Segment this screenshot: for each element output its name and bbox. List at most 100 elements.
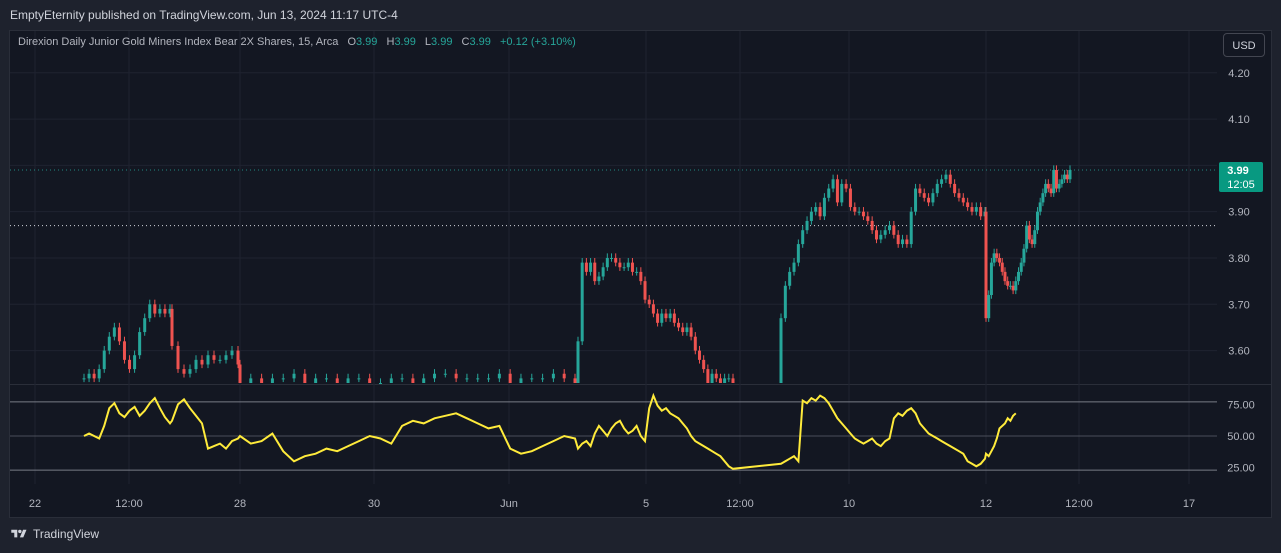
publisher-line: EmptyEternity published on TradingView.c… <box>10 8 398 22</box>
candle-body <box>314 378 318 383</box>
candle-body <box>158 308 162 314</box>
candle-body <box>1052 170 1056 194</box>
candle-body <box>368 378 372 383</box>
candle-body <box>909 211 913 245</box>
candle-body <box>324 378 328 380</box>
candle-body <box>706 369 710 383</box>
candle-body <box>1063 174 1067 180</box>
candle-body <box>97 369 101 379</box>
candle-body <box>589 262 593 272</box>
candle-body <box>853 207 857 212</box>
candle-body <box>1068 170 1072 180</box>
candle-body <box>1019 262 1023 272</box>
candle-body <box>992 253 996 263</box>
candle-body <box>840 183 844 203</box>
candle-body <box>601 267 605 277</box>
candle-body <box>454 373 458 379</box>
time-axis-label: 22 <box>29 498 41 510</box>
tradingview-label: TradingView <box>33 527 100 541</box>
candle-body <box>892 225 896 235</box>
candle-body <box>1044 183 1048 194</box>
candle-body <box>476 378 480 380</box>
time-axis-label: 10 <box>843 498 855 510</box>
candle-body <box>630 262 634 272</box>
price-axis-label: 3.80 <box>1228 253 1249 265</box>
candle-body <box>357 378 361 380</box>
candle-body <box>874 230 878 240</box>
candle-body <box>194 359 198 370</box>
candle-body <box>805 220 809 231</box>
candle-body <box>848 188 852 208</box>
candle-body <box>857 211 861 213</box>
time-axis-label: 12:00 <box>1065 498 1093 510</box>
candle-body <box>378 383 382 384</box>
candle-body <box>622 267 626 269</box>
price-axis-label: 4.10 <box>1228 114 1249 126</box>
candle-body <box>905 239 909 245</box>
candle-body <box>896 234 900 245</box>
candle-body <box>443 373 447 375</box>
publisher-header: EmptyEternity published on TradingView.c… <box>0 0 1281 30</box>
candle-body <box>979 207 983 217</box>
candle-body <box>188 369 192 374</box>
footer-brand[interactable]: TradingView <box>10 527 99 541</box>
candle-body <box>281 378 285 380</box>
candle-body <box>1014 281 1018 291</box>
candle-body <box>685 327 689 333</box>
candle-body <box>831 179 835 189</box>
candle-body <box>731 378 735 383</box>
candle-body <box>809 211 813 221</box>
candle-body <box>236 350 240 365</box>
candle-body <box>422 378 426 383</box>
price-axis-label: 3.90 <box>1228 207 1249 219</box>
candle-body <box>465 378 469 380</box>
candle-body <box>918 188 922 194</box>
candle-body <box>935 183 939 194</box>
candle-body <box>249 378 253 383</box>
candle-body <box>883 230 887 235</box>
rsi-axis-label: 75.00 <box>1227 399 1255 411</box>
candle-body <box>957 193 961 198</box>
last-price-value: 3.99 <box>1227 165 1248 177</box>
candle-body <box>714 373 718 379</box>
open-label: O <box>347 36 356 48</box>
candle-body <box>200 359 204 365</box>
price-axis-label: 3.60 <box>1228 346 1249 358</box>
high-label: H <box>386 36 395 48</box>
candle-body <box>974 207 978 212</box>
candle-body <box>995 253 999 258</box>
candle-body <box>1000 262 1004 272</box>
rsi-line <box>83 392 1017 470</box>
candle-body <box>1060 179 1064 184</box>
candle-body <box>128 359 132 370</box>
candle-body <box>970 207 974 212</box>
candle-body <box>107 336 111 351</box>
candle-body <box>1057 183 1061 189</box>
currency-button[interactable]: USD <box>1223 33 1265 57</box>
candle-body <box>989 262 993 296</box>
candle-body <box>576 341 580 383</box>
candle-body <box>1011 285 1015 291</box>
candle-body <box>112 327 116 337</box>
candle-body <box>1049 188 1053 194</box>
candle-body <box>779 318 783 383</box>
candle-body <box>411 378 415 383</box>
time-axis-label: 30 <box>368 498 380 510</box>
candle-body <box>148 304 152 319</box>
candle-body <box>635 271 639 273</box>
candle-body <box>861 211 865 217</box>
candle-body <box>1046 183 1050 189</box>
candle-body <box>1017 271 1021 282</box>
candle-body <box>643 281 647 300</box>
candle-body <box>987 295 991 319</box>
candle-body <box>822 197 826 217</box>
candle-body <box>92 373 96 379</box>
candle-body <box>218 359 222 361</box>
last-price-badge <box>1219 162 1263 193</box>
candle-body <box>508 373 512 383</box>
candle-body <box>922 193 926 198</box>
candle-body <box>1008 285 1012 287</box>
candle-body <box>827 188 831 198</box>
time-axis-label: 17 <box>1183 498 1195 510</box>
